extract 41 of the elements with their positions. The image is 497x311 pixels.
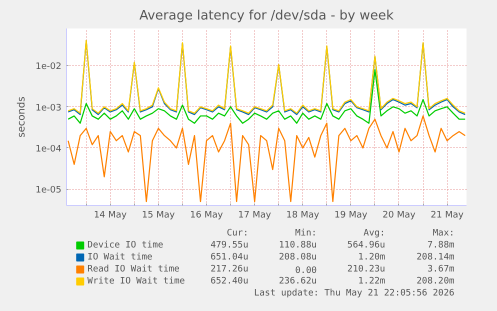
text: 110.88u — [278, 240, 317, 250]
line-series — [68, 115, 466, 202]
x-tick-label: 16 May — [190, 210, 224, 220]
x-tick-label: 17 May — [238, 210, 272, 220]
text: 208.08u — [278, 252, 317, 262]
legend-label: Device IO time — [87, 240, 164, 250]
line-series — [68, 69, 466, 124]
x-tick-label: 14 May — [94, 210, 128, 220]
chart-title: Average latency for /dev/sda - by week — [139, 8, 394, 24]
text: 652.40u — [210, 276, 248, 286]
text: Avg: — [364, 228, 386, 238]
y-axis-title: seconds — [16, 96, 28, 138]
text: 1.22m — [358, 276, 386, 286]
legend-label: Read IO Wait time — [87, 264, 180, 274]
legend-label: IO Wait time — [87, 252, 152, 262]
text: 0.00 — [295, 266, 317, 276]
x-tick-label: 18 May — [286, 210, 320, 220]
text: Last update: Thu May 21 22:05:56 2026 — [254, 288, 454, 298]
x-tick-label: 21 May — [430, 210, 464, 220]
text: 564.96u — [347, 240, 386, 250]
text: 7.88m — [427, 240, 454, 250]
text: 210.23u — [347, 264, 386, 274]
legend-label: Write IO Wait time — [87, 276, 185, 286]
text: 217.26u — [210, 264, 248, 274]
y-tick-label: 1e-03 — [36, 103, 62, 114]
text: 208.14m — [416, 252, 454, 262]
x-tick-label: 15 May — [142, 210, 176, 220]
text: Min: — [295, 228, 317, 238]
text: 208.20m — [416, 276, 454, 286]
text: 479.55u — [210, 240, 248, 250]
text: 651.04u — [210, 252, 248, 262]
text: 3.67m — [427, 264, 454, 274]
text: Cur: — [226, 228, 248, 238]
x-tick-label: 20 May — [382, 210, 416, 220]
text: 236.62u — [278, 276, 317, 286]
text: 1.20m — [358, 252, 386, 262]
text: Max: — [432, 228, 454, 238]
y-tick-label: 1e-04 — [36, 144, 62, 154]
x-tick-label: 19 May — [334, 210, 368, 220]
y-tick-label: 1e-05 — [36, 186, 62, 196]
y-tick-label: 1e-02 — [36, 62, 62, 72]
